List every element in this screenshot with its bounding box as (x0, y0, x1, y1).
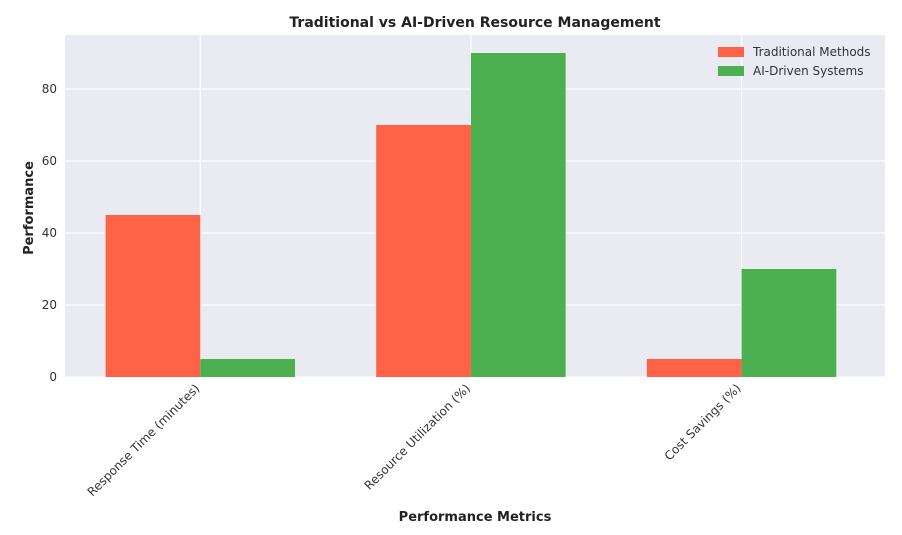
x-tick-labels: Response Time (minutes) Resource Utilizat… (85, 381, 744, 499)
chart-title: Traditional vs AI-Driven Resource Manage… (289, 15, 660, 31)
x-tick-label: Resource Utilization (%) (362, 381, 473, 492)
legend-swatch (718, 66, 744, 76)
y-tick-label: 60 (42, 154, 57, 168)
legend: Traditional Methods AI-Driven Systems (718, 45, 871, 78)
y-tick-label: 20 (42, 298, 57, 312)
legend-label: AI-Driven Systems (753, 64, 864, 78)
y-tick-label: 40 (42, 226, 57, 240)
y-axis-label: Performance (22, 161, 37, 255)
y-tick-labels: 0 20 40 60 80 (42, 82, 57, 384)
y-tick-label: 80 (42, 82, 57, 96)
bars (105, 53, 837, 377)
bar (741, 269, 837, 377)
x-tick-label: Cost Savings (%) (662, 381, 744, 463)
bar (376, 125, 471, 377)
legend-swatch (718, 47, 744, 57)
legend-label: Traditional Methods (752, 45, 871, 59)
x-axis-label: Performance Metrics (399, 510, 552, 525)
bar (105, 215, 201, 377)
bar (646, 359, 742, 377)
x-tick-label: Response Time (minutes) (85, 381, 203, 499)
bar (470, 53, 566, 377)
y-tick-label: 0 (49, 370, 57, 384)
bar (200, 359, 296, 377)
